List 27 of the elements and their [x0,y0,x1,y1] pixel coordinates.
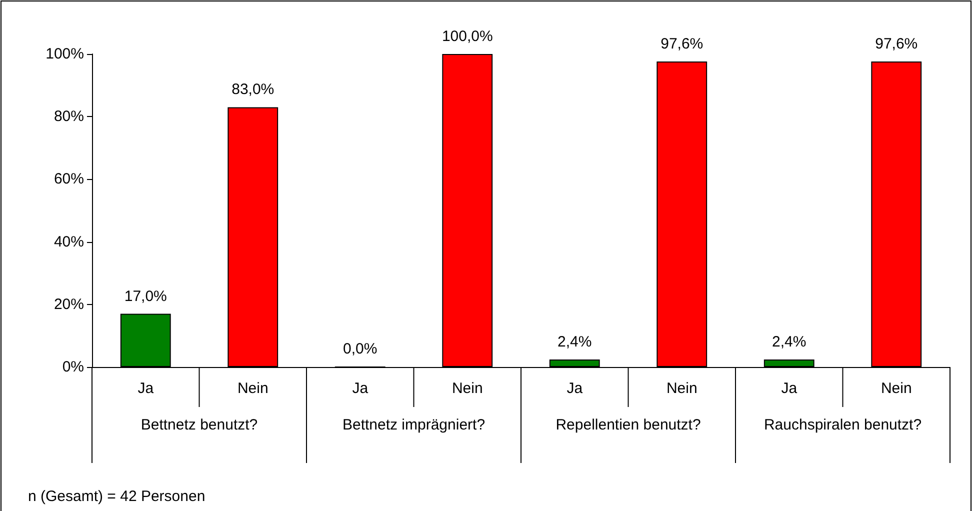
y-tick-label: 40% [54,233,84,250]
text: n (Gesamt) = 42 Personen [28,488,206,505]
x-tick-label: Ja [352,380,369,397]
x-tick-label: Ja [781,380,798,397]
data-label: 0,0% [343,340,378,358]
y-tick-label: 80% [54,108,84,126]
data-label: 97,6% [875,36,918,53]
data-label: 2,4% [558,333,592,350]
x-tick-label: Nein [237,380,268,397]
x-tick-label: Ja [566,380,584,397]
y-tick-label: 20% [54,296,84,313]
x-tick-label: Ja [138,380,154,397]
text: Bettnetz benutzt? [140,416,258,434]
data-label: 100,0% [442,28,493,45]
text: Bettnetz imprägniert? [342,416,486,434]
data-label: 2,4% [772,333,806,350]
y-tick-label: 60% [54,170,84,188]
x-tick-label: Nein [452,380,483,397]
text: Repellentien benutzt? [556,416,701,434]
x-tick-label: Nein [666,380,698,397]
y-tick-label: 0% [62,358,84,376]
data-label: 17,0% [124,288,167,305]
y-tick-label: 100% [46,46,84,62]
data-label: 83,0% [232,81,274,98]
x-tick-label: Nein [880,380,912,397]
text: Rauchspiralen benutzt? [764,416,922,434]
data-label: 97,6% [660,36,704,53]
